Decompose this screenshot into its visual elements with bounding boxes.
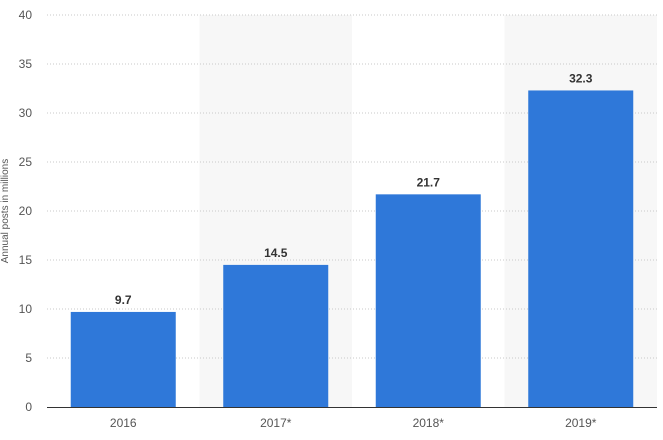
y-tick-label-35: 35 xyxy=(19,57,33,71)
y-tick-label-15: 15 xyxy=(19,253,33,267)
bars xyxy=(70,90,634,408)
x-tick-label-2018*: 2018* xyxy=(413,416,445,430)
data-labels: 9.7 14.5 21.7 32.3 xyxy=(115,71,593,306)
y-tick-label-20: 20 xyxy=(19,204,33,218)
x-axis-ticks: 2016 2017* 2018* 2019* xyxy=(110,416,597,430)
data-label-2019*: 32.3 xyxy=(569,71,593,85)
y-tick-label-40: 40 xyxy=(19,8,33,22)
x-tick-label-2016: 2016 xyxy=(110,416,137,430)
bar-2017* xyxy=(223,264,329,407)
bar-2018* xyxy=(375,194,481,407)
y-tick-label-10: 10 xyxy=(19,302,33,316)
y-tick-label-5: 5 xyxy=(25,351,32,365)
data-label-2018*: 21.7 xyxy=(417,175,441,189)
y-tick-label-25: 25 xyxy=(19,155,33,169)
x-tick-label-2019*: 2019* xyxy=(565,416,597,430)
y-tick-label-30: 30 xyxy=(19,106,33,120)
y-axis-title: Annual posts in millions xyxy=(0,159,11,264)
y-axis-ticks: 0 5 10 15 20 25 30 35 40 xyxy=(19,8,33,414)
y-tick-label-0: 0 xyxy=(25,400,32,414)
data-label-2016: 9.7 xyxy=(115,293,132,307)
x-tick-label-2017*: 2017* xyxy=(260,416,292,430)
bar-2019* xyxy=(528,90,634,408)
data-label-2017*: 14.5 xyxy=(264,246,288,260)
bar-2016 xyxy=(70,311,176,407)
